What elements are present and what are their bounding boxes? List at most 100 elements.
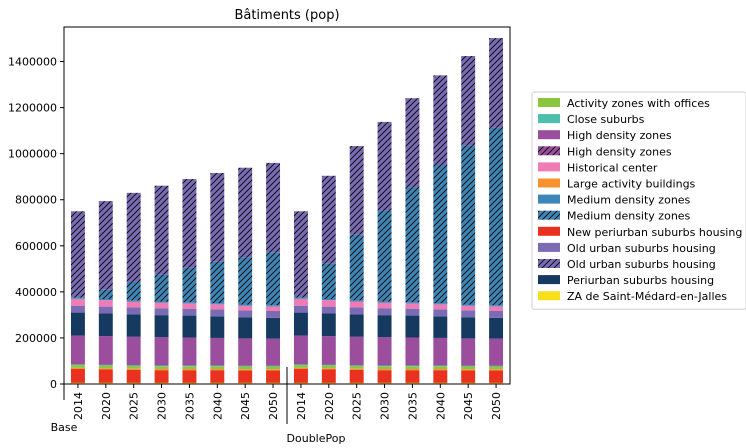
x-tick-label: 2030 — [156, 392, 169, 420]
bar-segment — [126, 366, 141, 369]
bar-segment — [98, 382, 113, 384]
bar-segment — [126, 382, 141, 384]
bar-segment — [182, 179, 197, 268]
bar-segment — [377, 337, 392, 366]
bar-segment — [461, 305, 476, 311]
bar-segment — [154, 308, 169, 316]
legend-swatch — [538, 162, 560, 172]
bar-stack — [126, 192, 141, 384]
bar-segment — [98, 306, 113, 314]
bar-stack — [182, 179, 197, 384]
bar-segment — [266, 305, 281, 307]
y-tick-label: 1400000 — [8, 56, 57, 69]
legend-label: Close suburbs — [567, 113, 645, 126]
bar-segment — [238, 317, 253, 339]
bar-segment — [433, 316, 448, 338]
legend-label: High density zones — [567, 145, 672, 158]
bar-segment — [293, 305, 308, 313]
bar-segment — [293, 297, 308, 299]
bar-segment — [433, 309, 448, 317]
bar-segment — [98, 368, 113, 370]
legend-label: Old urban suburbs housing — [567, 258, 716, 271]
bar-segment — [349, 301, 364, 308]
bar-segment — [293, 369, 308, 383]
bar-segment — [461, 56, 476, 146]
bar-segment — [70, 367, 85, 370]
bar-stack — [210, 173, 225, 384]
bar-segment — [377, 308, 392, 316]
x-tick-label: 2035 — [406, 392, 419, 420]
bar-segment — [321, 368, 336, 370]
bar-segment — [182, 382, 197, 384]
bar-stack — [349, 146, 364, 384]
bar-segment — [266, 310, 281, 318]
bar-segment — [461, 365, 476, 367]
legend-item: Close suburbs — [538, 113, 645, 126]
bar-segment — [70, 369, 85, 383]
bar-segment — [293, 296, 308, 298]
bar-segment — [98, 336, 113, 365]
legend-swatch — [538, 194, 560, 204]
bar-segment — [210, 316, 225, 338]
bar-segment — [182, 365, 197, 367]
legend-frame — [531, 91, 746, 310]
bar-segment — [461, 370, 476, 383]
bar-segment — [489, 365, 504, 367]
legend-swatch — [538, 178, 560, 188]
axes-layer: 0 200000 400000 600000 800000 1000000 1200000 1… — [8, 26, 511, 445]
legend-item: ZA de Saint-Médard-en-Jalles — [538, 290, 727, 303]
bar-segment — [321, 263, 336, 300]
legend-item: Large activity buildings — [538, 178, 696, 191]
bar-segment — [349, 146, 364, 235]
bar-segment — [238, 370, 253, 383]
bar-segment — [98, 289, 113, 300]
bar-segment — [154, 369, 169, 371]
bar-segment — [293, 312, 308, 336]
bar-segment — [154, 365, 169, 367]
bar-stack — [293, 211, 308, 384]
bar-segment — [154, 301, 169, 303]
bar-segment — [98, 364, 113, 366]
legend-item: Activity zones with offices — [538, 97, 710, 110]
bar-segment — [489, 38, 504, 128]
bar-segment — [154, 274, 169, 302]
y-tick-label: 0 — [50, 378, 57, 391]
bar-segment — [349, 314, 364, 337]
legend-label: New periurban suburbs housing — [567, 226, 742, 239]
bar-segment — [70, 297, 85, 299]
y-tick-label: 1000000 — [8, 148, 57, 161]
bar-segment — [293, 367, 308, 370]
legend-item: High density zones — [538, 129, 672, 142]
bar-segment — [126, 336, 141, 366]
bar-segment — [321, 299, 336, 301]
bar-segment — [321, 300, 336, 307]
legend-item: Medium density zones — [538, 194, 691, 207]
bar-segment — [377, 210, 392, 302]
legend-label: Medium density zones — [567, 210, 691, 223]
bar-segment — [126, 314, 141, 337]
bar-segment — [433, 337, 448, 366]
y-tick-label: 600000 — [15, 240, 57, 253]
bar-segment — [349, 366, 364, 369]
legend-swatch — [538, 226, 560, 236]
x-tick-label: 2045 — [462, 392, 475, 420]
bar-segment — [98, 300, 113, 307]
bar-segment — [489, 127, 504, 306]
bar-segment — [321, 175, 336, 264]
bar-stack — [321, 175, 336, 384]
bar-segment — [210, 370, 225, 383]
bar-segment — [70, 298, 85, 306]
legend-swatch — [538, 98, 560, 107]
legend-item: Old urban suburbs housing — [538, 258, 716, 271]
bar-segment — [461, 317, 476, 339]
bar-segment — [489, 317, 504, 339]
legend-swatch — [538, 210, 560, 220]
bar-segment — [154, 185, 169, 275]
bar-segment — [405, 303, 420, 309]
x-tick-label: 2050 — [490, 392, 503, 420]
bar-segment — [238, 366, 253, 370]
bars-layer — [70, 38, 504, 384]
bar-segment — [238, 382, 253, 384]
bar-segment — [349, 382, 364, 384]
